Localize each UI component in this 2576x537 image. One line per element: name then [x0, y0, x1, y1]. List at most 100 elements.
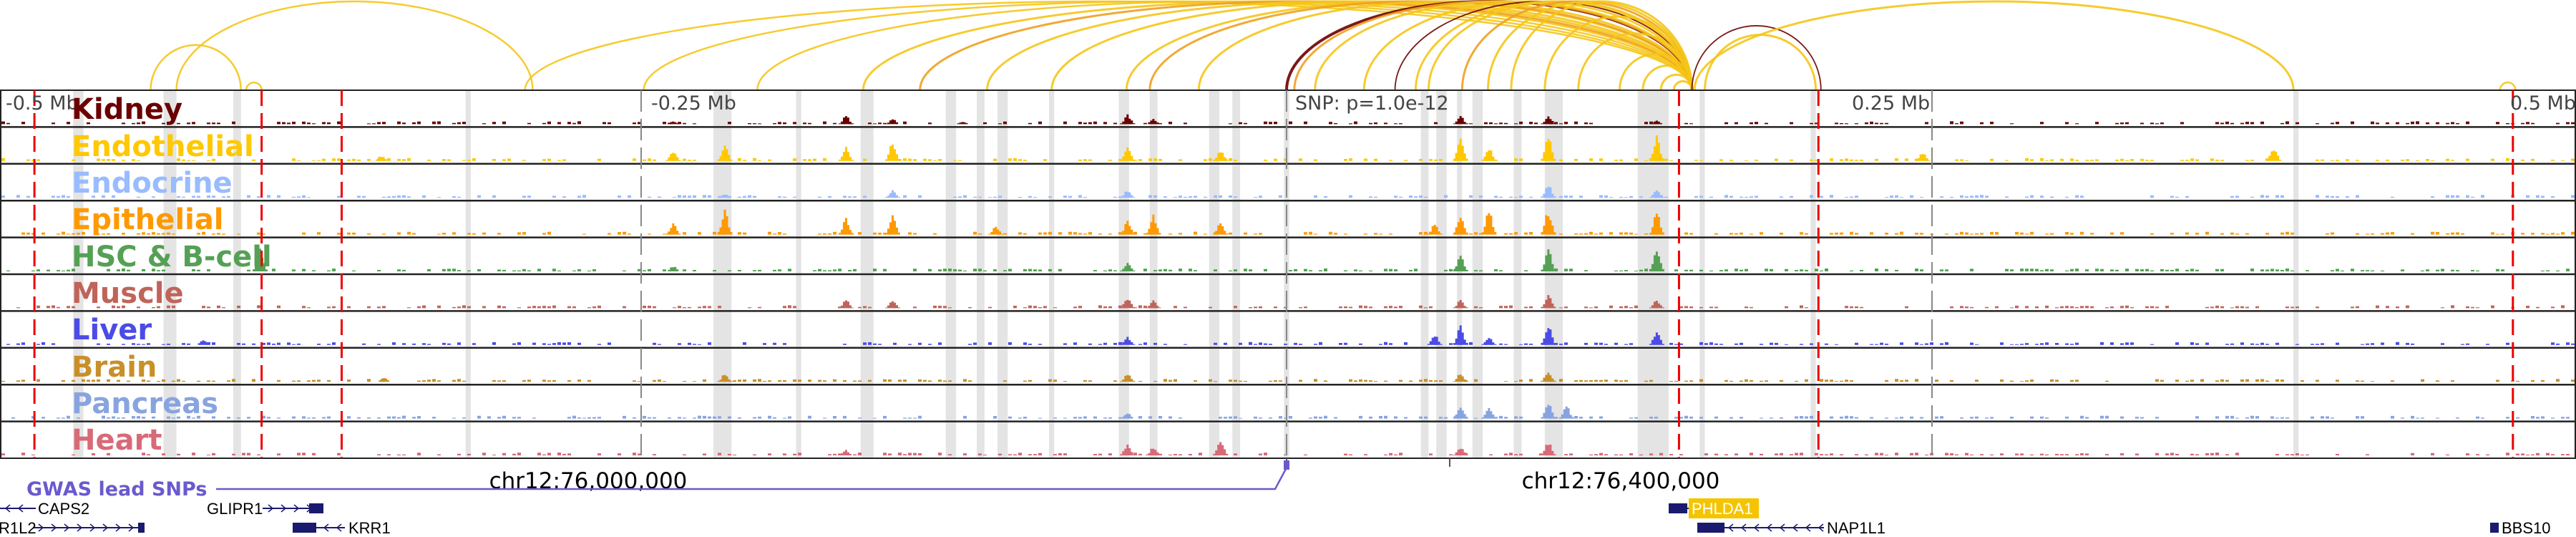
signal-peak [1453, 116, 1468, 125]
signal-peak [1120, 221, 1136, 235]
loop-arc [1197, 0, 1693, 91]
signal-peak [1651, 120, 1662, 125]
gene-label-nap1l1[interactable]: NAP1L1 [1827, 519, 1885, 537]
loop-arc [1641, 64, 1693, 91]
signal-peak [253, 248, 268, 271]
signal-peak [1120, 445, 1136, 455]
loop-arc [1577, 32, 1693, 91]
signal-peak [665, 153, 681, 161]
signal-peak [1146, 214, 1161, 235]
gene-exon [293, 523, 316, 533]
signal-peak [1453, 448, 1468, 455]
strand-arrow-right-icon [280, 504, 287, 513]
signal-noise [6, 342, 2575, 345]
strand-arrow-right-icon [64, 523, 70, 532]
signal-peak [1120, 413, 1133, 419]
signal-peak [1213, 442, 1229, 455]
signal-peak [885, 190, 900, 198]
signal-peak [665, 223, 681, 235]
loop-arc [1510, 0, 1693, 91]
signal-peak [668, 121, 679, 125]
signal-peak [1453, 300, 1468, 309]
axis-label-0.5mb: 0.5 Mb [2510, 92, 2576, 115]
gene-label-bbs10[interactable]: BBS10 [2502, 519, 2551, 537]
strand-arrow-left-icon [1766, 523, 1772, 532]
signal-peak [1649, 301, 1664, 309]
signal-peak [1541, 139, 1556, 161]
strand-arrow-right-icon [268, 504, 274, 513]
gene-label-caps2[interactable]: CAPS2 [38, 500, 89, 518]
gene-nap1l1 [1697, 523, 1824, 533]
signal-peak [839, 116, 854, 125]
strand-arrow-left-icon [1818, 523, 1824, 532]
signal-peak [839, 300, 854, 309]
track-label-pancreas: Pancreas [72, 387, 218, 420]
gene-label-phlda1[interactable]: PHLDA1 [1692, 500, 1753, 518]
signal-peak [1541, 372, 1556, 382]
gene-label-krr1[interactable]: KRR1 [348, 519, 391, 537]
loop-arc [1693, 0, 2295, 91]
signal-peak [1453, 138, 1468, 161]
coordinate-label-76400000: chr12:76,400,000 [1522, 468, 1720, 494]
signal-noise [1, 158, 2575, 161]
signal-peak [1120, 299, 1136, 309]
signal-peak [839, 218, 854, 235]
signal-peak [1120, 374, 1136, 382]
signal-track-pancreas [11, 405, 2570, 419]
gwas-lead-snp-marker[interactable] [1284, 460, 1289, 470]
track-label-kidney: Kidney [72, 93, 182, 126]
signal-peak [988, 226, 1004, 235]
signal-peak [1649, 190, 1664, 198]
signal-noise [1, 379, 2575, 382]
signal-peak [841, 450, 852, 455]
strand-arrow-left-icon [17, 504, 24, 513]
gene-exon [1697, 523, 1724, 533]
loop-arc [1618, 53, 1693, 91]
signal-peak [1541, 295, 1556, 309]
signal-peak [717, 374, 733, 382]
signal-peak [1146, 300, 1161, 309]
signal-peak [1481, 407, 1497, 419]
signal-peak [957, 122, 968, 125]
gene-label-glipr1[interactable]: GLIPR1 [207, 500, 263, 518]
gene-exon [2490, 523, 2499, 533]
gene-exon [309, 503, 323, 513]
signal-peak [1427, 337, 1443, 345]
signal-peak [1146, 448, 1161, 455]
gene-label-r1l2[interactable]: R1L2 [0, 519, 36, 537]
signal-peak [1649, 251, 1664, 271]
track-label-endothelial: Endothelial [72, 130, 254, 163]
strand-arrow-left-icon [1753, 523, 1760, 532]
signal-peak [1120, 337, 1136, 345]
loop-arc [1543, 15, 1693, 91]
signal-peak [1558, 406, 1574, 419]
signal-peak [1427, 225, 1443, 235]
signal-noise [1, 195, 2575, 198]
signal-noise [1, 121, 2575, 125]
signal-peak [885, 119, 898, 125]
signal-peak [668, 266, 679, 271]
signal-peak [885, 301, 900, 309]
track-label-brain: Brain [72, 351, 157, 384]
axis-label-minus-0.5mb: -0.5 Mb [6, 92, 79, 115]
signal-peak [885, 145, 900, 161]
signal-peak [1541, 116, 1556, 125]
signal-tracks [1, 114, 2575, 455]
gene-r1l2 [33, 523, 145, 533]
loop-arc [245, 82, 263, 91]
loop-arc [1691, 24, 1822, 91]
track-label-epithelial: Epithelial [72, 203, 224, 236]
signal-peak [1541, 405, 1556, 419]
signal-peak [1213, 152, 1229, 161]
signal-peak [1649, 135, 1664, 161]
signal-peak [1120, 191, 1136, 198]
signal-track-heart [1, 442, 2570, 455]
gene-exon [1669, 503, 1687, 513]
signal-peak [719, 194, 731, 198]
signal-peak [1541, 215, 1556, 235]
signal-track-kidney [1, 114, 2575, 125]
signal-peak [1120, 147, 1136, 161]
gene-exon [138, 523, 145, 533]
strand-arrow-left-icon [1727, 523, 1734, 532]
